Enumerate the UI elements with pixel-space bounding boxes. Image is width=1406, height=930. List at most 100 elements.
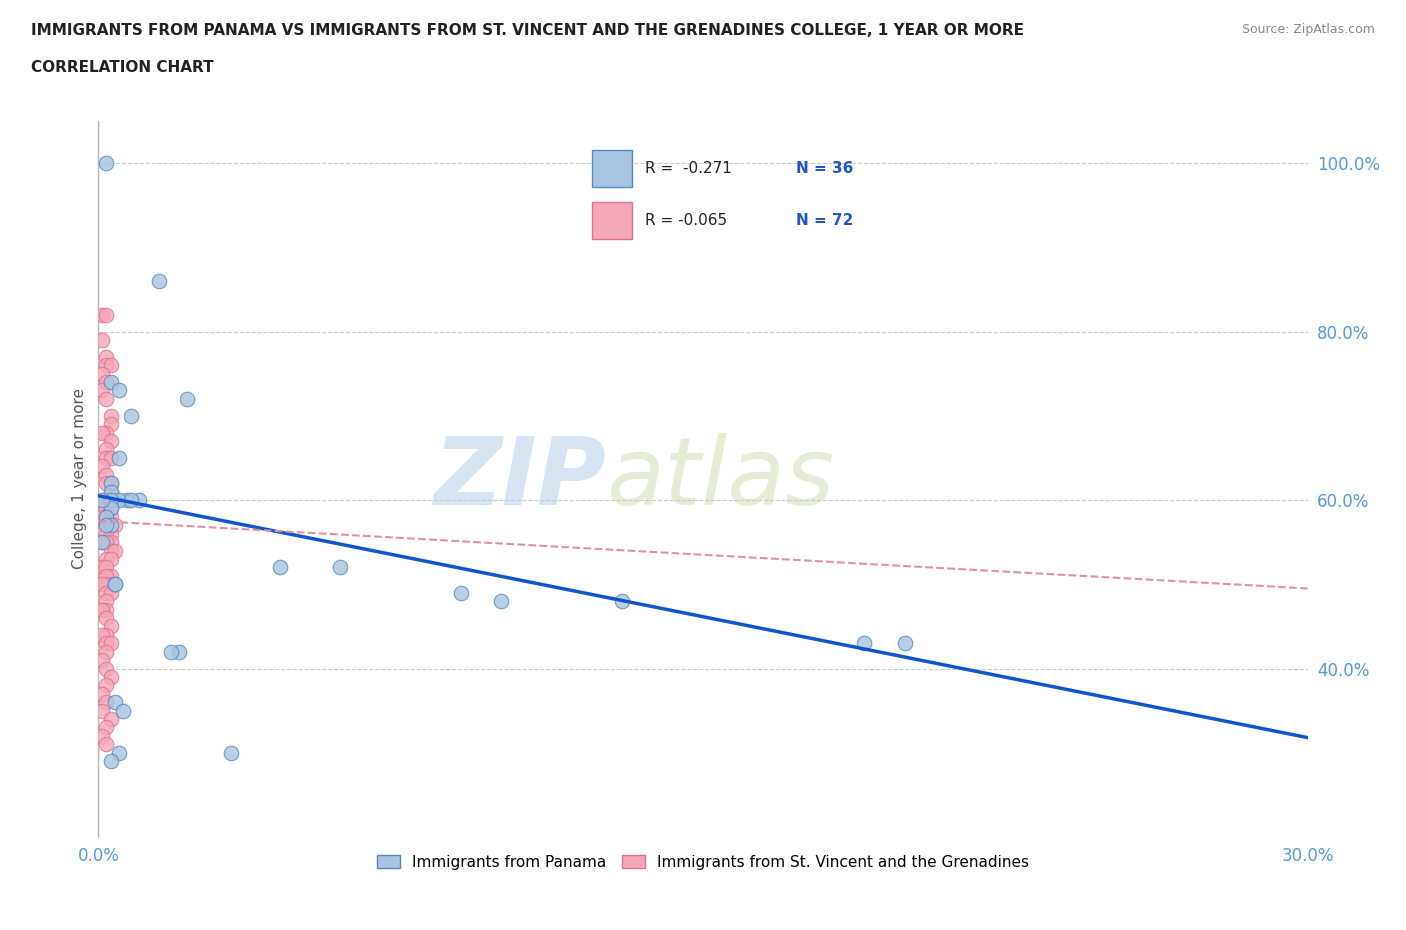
Point <box>96 678 118 693</box>
Point <box>100 543 122 558</box>
Point <box>96 392 118 406</box>
Point <box>91 366 114 381</box>
Point <box>100 485 122 499</box>
Point <box>96 610 118 625</box>
Point <box>120 408 142 423</box>
Point <box>100 510 122 525</box>
Point <box>91 653 114 668</box>
Point <box>96 358 118 373</box>
Point <box>103 577 125 591</box>
Point <box>100 535 122 550</box>
Point <box>853 636 876 651</box>
Point <box>100 433 122 448</box>
Point <box>96 350 118 365</box>
Point <box>100 526 122 541</box>
Point <box>893 636 915 651</box>
Point <box>96 442 118 457</box>
Point <box>103 493 125 508</box>
Point <box>96 551 118 566</box>
Point <box>100 408 122 423</box>
Point <box>96 467 118 482</box>
Point <box>96 593 118 608</box>
Point <box>100 670 122 684</box>
Point <box>128 493 150 508</box>
Point <box>103 543 125 558</box>
Point <box>100 518 122 533</box>
Point <box>100 358 122 373</box>
Point <box>96 737 118 751</box>
Point <box>96 568 118 583</box>
Point <box>100 619 122 634</box>
Point <box>100 568 122 583</box>
Text: ZIP: ZIP <box>433 433 606 525</box>
Point <box>107 493 129 508</box>
Point <box>96 307 118 322</box>
Point <box>160 644 183 659</box>
Point <box>91 560 114 575</box>
Point <box>491 593 513 608</box>
Point <box>103 695 125 710</box>
Point <box>96 450 118 465</box>
Point <box>221 745 243 760</box>
Point <box>100 476 122 491</box>
Point <box>612 593 634 608</box>
Point <box>96 535 118 550</box>
Point <box>148 273 170 288</box>
Point <box>103 577 125 591</box>
Point <box>100 711 122 726</box>
Point <box>103 518 125 533</box>
Point <box>91 510 114 525</box>
Point <box>91 686 114 701</box>
Point <box>100 450 122 465</box>
Point <box>100 551 122 566</box>
Point <box>167 644 190 659</box>
Point <box>96 628 118 643</box>
Point <box>96 602 118 617</box>
Point <box>96 560 118 575</box>
Point <box>100 753 122 768</box>
Point <box>91 703 114 718</box>
Point <box>91 535 114 550</box>
Point <box>96 518 118 533</box>
Text: IMMIGRANTS FROM PANAMA VS IMMIGRANTS FROM ST. VINCENT AND THE GRENADINES COLLEGE: IMMIGRANTS FROM PANAMA VS IMMIGRANTS FRO… <box>31 23 1024 38</box>
Text: CORRELATION CHART: CORRELATION CHART <box>31 60 214 75</box>
Point <box>107 383 129 398</box>
Point <box>96 695 118 710</box>
Point <box>96 510 118 525</box>
Point <box>96 720 118 735</box>
Text: Source: ZipAtlas.com: Source: ZipAtlas.com <box>1241 23 1375 36</box>
Point <box>91 383 114 398</box>
Point <box>96 493 118 508</box>
Point <box>100 577 122 591</box>
Point <box>111 703 134 718</box>
Point <box>96 661 118 676</box>
Point <box>176 392 198 406</box>
Point <box>91 493 114 508</box>
Point <box>107 745 129 760</box>
Point <box>100 417 122 432</box>
Point <box>100 375 122 390</box>
Y-axis label: College, 1 year or more: College, 1 year or more <box>72 389 87 569</box>
Point <box>100 493 122 508</box>
Point <box>96 510 118 525</box>
Point <box>100 501 122 516</box>
Point <box>100 476 122 491</box>
Point <box>91 425 114 440</box>
Point <box>115 493 138 508</box>
Point <box>96 501 118 516</box>
Point <box>329 560 352 575</box>
Point <box>96 476 118 491</box>
Point <box>120 493 142 508</box>
Point <box>96 585 118 600</box>
Point <box>96 644 118 659</box>
Point <box>269 560 291 575</box>
Point <box>100 585 122 600</box>
Point <box>96 526 118 541</box>
Point <box>91 333 114 348</box>
Point <box>100 501 122 516</box>
Point <box>91 577 114 591</box>
Legend: Immigrants from Panama, Immigrants from St. Vincent and the Grenadines: Immigrants from Panama, Immigrants from … <box>371 848 1035 876</box>
Point <box>96 155 118 170</box>
Point <box>450 585 472 600</box>
Point <box>100 636 122 651</box>
